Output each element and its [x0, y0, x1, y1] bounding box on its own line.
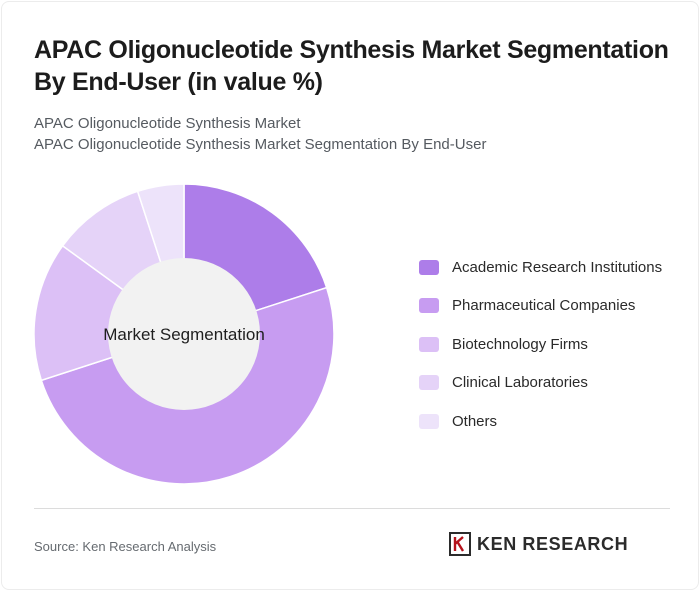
source-note: Source: Ken Research Analysis: [34, 539, 217, 554]
legend-label: Clinical Laboratories: [452, 374, 588, 392]
chart-legend: Academic Research Institutions Pharmaceut…: [419, 248, 662, 441]
legend-label: Academic Research Institutions: [452, 258, 663, 276]
ken-research-logo: KEN RESEARCH: [449, 532, 628, 556]
ken-research-logo-icon: [449, 532, 471, 556]
legend-item: Academic Research Institutions: [419, 248, 662, 287]
legend-label: Others: [452, 412, 498, 430]
footer-divider: [34, 508, 670, 509]
donut-center-label: Market Segmentation: [103, 325, 265, 344]
ken-research-logo-text: KEN RESEARCH: [477, 533, 629, 554]
legend-item: Pharmaceutical Companies: [419, 287, 662, 326]
donut-hole: [108, 258, 260, 410]
legend-item: Biotechnology Firms: [419, 325, 662, 364]
legend-swatch: [419, 298, 439, 314]
legend-item: Clinical Laboratories: [419, 364, 662, 403]
legend-item: Others: [419, 402, 662, 441]
legend-swatch: [419, 259, 439, 275]
chart-title: APAC Oligonucleotide Synthesis Market Se…: [34, 36, 669, 96]
legend-label: Biotechnology Firms: [452, 335, 588, 353]
subtitle-market: APAC Oligonucleotide Synthesis Market: [34, 115, 301, 132]
legend-label: Pharmaceutical Companies: [452, 297, 636, 315]
legend-swatch: [419, 375, 439, 391]
legend-swatch: [419, 336, 439, 352]
subtitle-segmentation: APAC Oligonucleotide Synthesis Market Se…: [34, 136, 487, 153]
legend-swatch: [419, 413, 439, 429]
donut-slice: [33, 244, 186, 382]
donut-chart: Market Segmentation: [33, 183, 335, 485]
